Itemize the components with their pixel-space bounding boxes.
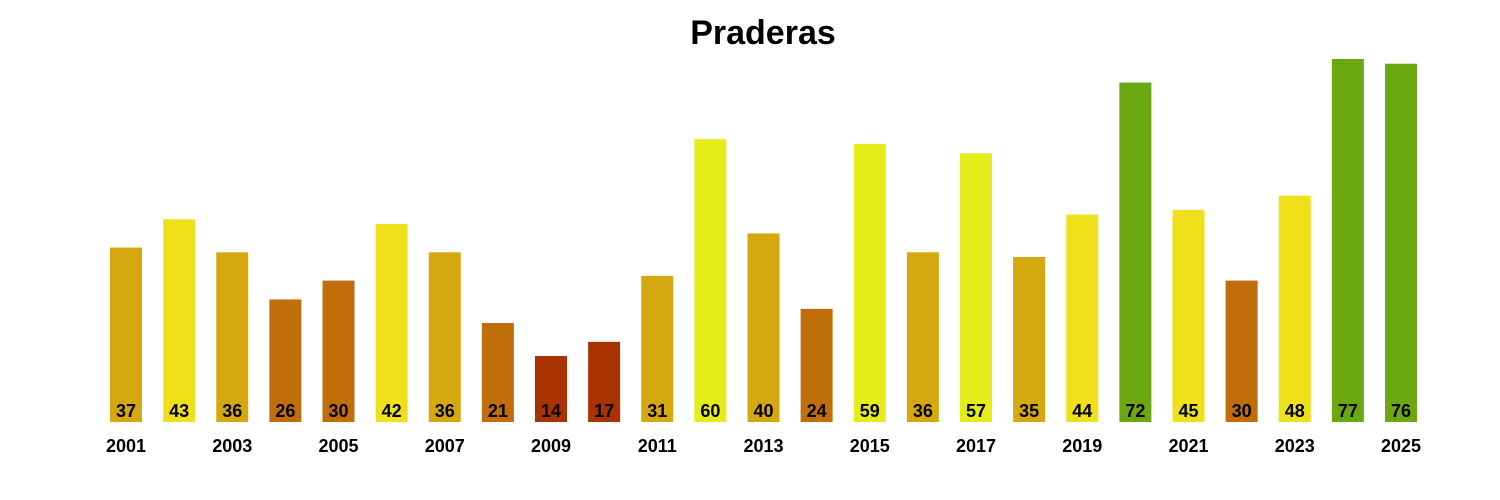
value-label-2007: 36 bbox=[435, 401, 455, 421]
bar-2009 bbox=[535, 356, 567, 422]
bar-2008 bbox=[481, 323, 514, 422]
bar-2004 bbox=[269, 299, 302, 422]
x-tick-label-2017: 2017 bbox=[956, 436, 996, 456]
bar-2012 bbox=[694, 139, 727, 422]
x-tick-label-2001: 2001 bbox=[106, 436, 146, 456]
x-tick-label-2015: 2015 bbox=[850, 436, 890, 456]
value-label-2013: 40 bbox=[753, 401, 773, 421]
bars-group bbox=[110, 59, 1417, 423]
value-label-2025: 76 bbox=[1391, 401, 1411, 421]
bar-2010 bbox=[588, 341, 621, 422]
bar-2023 bbox=[1278, 195, 1311, 422]
bar-2015 bbox=[853, 143, 886, 423]
value-label-2008: 21 bbox=[488, 401, 508, 421]
bar-2013 bbox=[747, 233, 780, 422]
x-tick-label-2005: 2005 bbox=[318, 436, 358, 456]
value-label-2018: 35 bbox=[1019, 401, 1039, 421]
value-label-2010: 17 bbox=[594, 401, 614, 421]
value-label-2012: 60 bbox=[700, 401, 720, 421]
x-axis-tick-labels: 2001 2003 2005 2007 2009 2011 2013 2015 2017 2019… bbox=[106, 436, 1421, 456]
x-tick-label-2013: 2013 bbox=[743, 436, 783, 456]
value-label-2015: 59 bbox=[860, 401, 880, 421]
x-tick-label-2009: 2009 bbox=[531, 436, 571, 456]
x-tick-label-2023: 2023 bbox=[1275, 436, 1315, 456]
bar-2003 bbox=[216, 252, 249, 422]
value-labels-group: 37 43 36 26 30 42 36 21 14 17 31 60 40 24 59 36 57 35 44 72… bbox=[116, 401, 1411, 421]
bar-2017 bbox=[960, 153, 992, 423]
value-label-2020: 72 bbox=[1125, 401, 1145, 421]
bar-2025 bbox=[1385, 63, 1417, 423]
bar-2014 bbox=[800, 308, 833, 422]
bar-2006 bbox=[375, 224, 408, 422]
bar-2019 bbox=[1066, 214, 1099, 422]
value-label-2002: 43 bbox=[169, 401, 189, 421]
bar-2016 bbox=[906, 252, 939, 422]
value-label-2005: 30 bbox=[328, 401, 348, 421]
x-tick-label-2021: 2021 bbox=[1168, 436, 1208, 456]
x-tick-label-2019: 2019 bbox=[1062, 436, 1102, 456]
value-label-2004: 26 bbox=[275, 401, 295, 421]
bar-2018 bbox=[1013, 257, 1046, 422]
value-label-2024: 77 bbox=[1338, 401, 1358, 421]
value-label-2023: 48 bbox=[1285, 401, 1305, 421]
bar-2007 bbox=[428, 252, 461, 422]
value-label-2001: 37 bbox=[116, 401, 136, 421]
bar-2001 bbox=[110, 247, 142, 422]
x-tick-label-2003: 2003 bbox=[212, 436, 252, 456]
value-label-2021: 45 bbox=[1178, 401, 1198, 421]
bar-2024 bbox=[1331, 59, 1364, 422]
value-label-2011: 31 bbox=[647, 401, 667, 421]
bar-2021 bbox=[1172, 209, 1205, 422]
bar-2011 bbox=[641, 275, 674, 422]
chart-title: Praderas bbox=[690, 14, 836, 52]
bar-2005 bbox=[322, 280, 355, 422]
x-tick-label-2025: 2025 bbox=[1381, 436, 1421, 456]
value-label-2009: 14 bbox=[541, 401, 561, 421]
value-label-2014: 24 bbox=[807, 401, 827, 421]
value-label-2016: 36 bbox=[913, 401, 933, 421]
value-label-2022: 30 bbox=[1232, 401, 1252, 421]
value-label-2019: 44 bbox=[1072, 401, 1092, 421]
bar-2002 bbox=[163, 219, 196, 422]
x-tick-label-2007: 2007 bbox=[425, 436, 465, 456]
x-tick-label-2011: 2011 bbox=[638, 436, 677, 456]
value-label-2003: 36 bbox=[222, 401, 242, 421]
bar-2022 bbox=[1225, 280, 1258, 422]
bar-2020 bbox=[1119, 82, 1152, 422]
value-label-2017: 57 bbox=[966, 401, 986, 421]
value-label-2006: 42 bbox=[382, 401, 402, 421]
